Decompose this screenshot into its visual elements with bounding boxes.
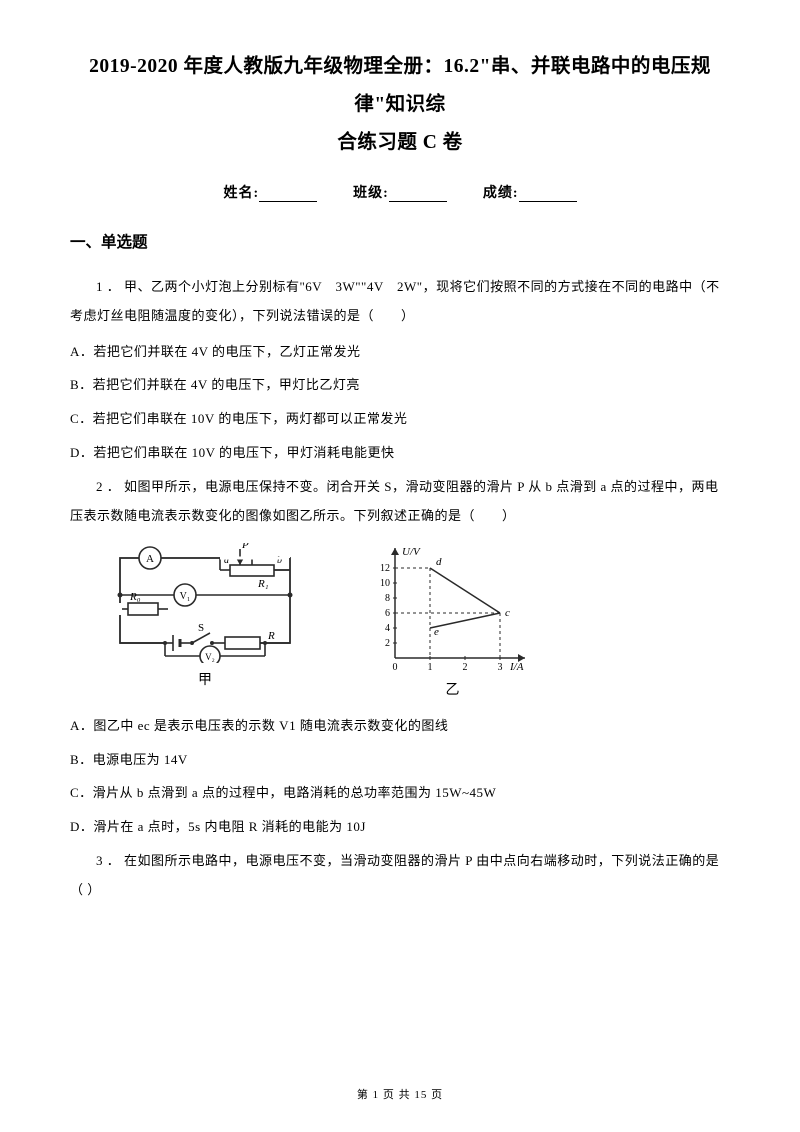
doc-title-line2: 合练习题 C 卷 [70, 124, 730, 162]
name-label: 姓名: [223, 186, 259, 201]
q1-optD: D．若把它们串联在 10V 的电压下，甲灯消耗电能更快 [70, 438, 730, 468]
class-label: 班级: [353, 186, 389, 201]
section-heading: 一、单选题 [70, 230, 730, 252]
doc-title-line1: 2019-2020 年度人教版九年级物理全册：16.2"串、并联电路中的电压规律… [70, 48, 730, 124]
q2-optA: A．图乙中 ec 是表示电压表的示数 V1 随电流表示数变化的图线 [70, 711, 730, 741]
svg-text:U/V: U/V [402, 546, 421, 558]
svg-text:P: P [241, 543, 249, 551]
svg-text:R₀: R₀ [129, 591, 141, 603]
svg-text:1: 1 [428, 662, 433, 673]
class-blank [389, 188, 447, 202]
score-label: 成绩: [483, 186, 519, 201]
q1-optB: B．若把它们并联在 4V 的电压下，甲灯比乙灯亮 [70, 370, 730, 400]
svg-text:12: 12 [380, 563, 390, 574]
q2-optB: B．电源电压为 14V [70, 745, 730, 775]
name-blank [259, 188, 317, 202]
svg-text:V₂: V₂ [205, 652, 215, 662]
svg-text:8: 8 [385, 593, 390, 604]
q1-optA: A．若把它们并联在 4V 的电压下，乙灯正常发光 [70, 337, 730, 367]
q2-optC: C．滑片从 b 点滑到 a 点的过程中，电路消耗的总功率范围为 15W~45W [70, 778, 730, 808]
svg-text:I/A: I/A [509, 661, 524, 673]
name-row: 姓名: 班级: 成绩: [70, 182, 730, 202]
svg-text:3: 3 [498, 662, 503, 673]
score-blank [519, 188, 577, 202]
svg-text:c: c [505, 607, 510, 619]
svg-text:2: 2 [385, 638, 390, 649]
graph-figure: 2 4 6 8 10 12 0 1 2 3 U/V I/A [370, 543, 535, 699]
svg-text:V₁: V₁ [180, 591, 191, 602]
svg-text:S: S [198, 622, 204, 634]
svg-text:e: e [434, 626, 439, 638]
figure-row: A P a b R₁ V₁ [110, 543, 730, 699]
svg-text:6: 6 [385, 608, 390, 619]
q2-stem: 2 ． 如图甲所示，电源电压保持不变。闭合开关 S，滑动变阻器的滑片 P 从 b… [70, 472, 730, 531]
page-footer: 第 1 页 共 15 页 [0, 1086, 800, 1102]
q2-optD: D．滑片在 a 点时，5s 内电阻 R 消耗的电能为 10J [70, 812, 730, 842]
svg-text:4: 4 [385, 623, 390, 634]
svg-text:d: d [436, 556, 442, 568]
graph-svg: 2 4 6 8 10 12 0 1 2 3 U/V I/A [370, 543, 535, 673]
caption-jia: 甲 [110, 669, 300, 689]
caption-yi: 乙 [370, 679, 535, 699]
svg-text:10: 10 [380, 578, 390, 589]
circuit-figure: A P a b R₁ V₁ [110, 543, 300, 689]
q1-optC: C．若把它们串联在 10V 的电压下，两灯都可以正常发光 [70, 404, 730, 434]
svg-text:R: R [267, 630, 275, 642]
svg-text:R₁: R₁ [257, 578, 269, 590]
svg-text:2: 2 [463, 662, 468, 673]
svg-text:0: 0 [393, 662, 398, 673]
svg-text:A: A [146, 553, 154, 565]
q1-stem: 1 ． 甲、乙两个小灯泡上分别标有"6V 3W""4V 2W"，现将它们按照不同… [70, 272, 730, 331]
q3-stem: 3 ． 在如图所示电路中，电源电压不变，当滑动变阻器的滑片 P 由中点向右端移动… [70, 846, 730, 905]
circuit-svg: A P a b R₁ V₁ [110, 543, 300, 663]
